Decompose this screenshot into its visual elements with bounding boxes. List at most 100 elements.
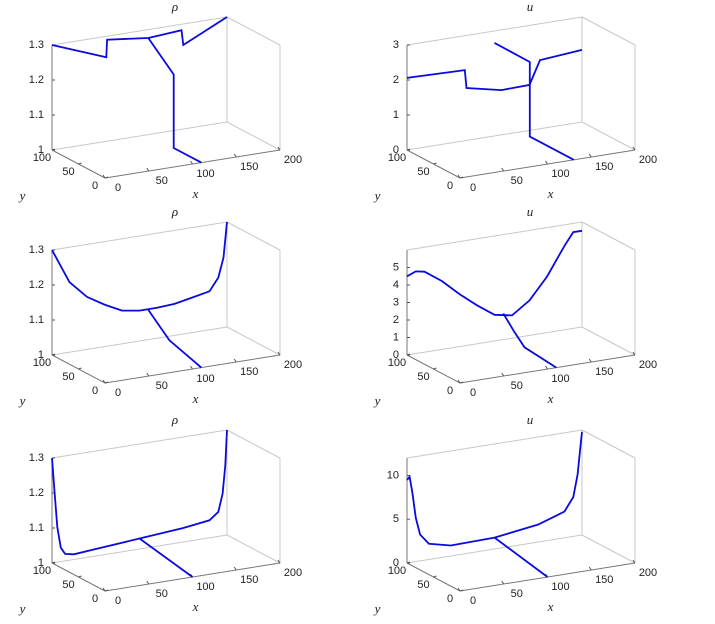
curve: [493, 536, 549, 578]
curve: [406, 49, 583, 92]
x-axis-label: x: [192, 391, 199, 406]
z-tick-label: 2: [393, 74, 399, 86]
y-tick: [78, 367, 82, 370]
chart-title: u: [527, 412, 534, 427]
x-tick-label: 0: [470, 595, 476, 607]
x-tick: [501, 167, 505, 172]
box-edge: [406, 326, 583, 356]
x-tick-label: 0: [115, 182, 121, 194]
box-edge: [581, 429, 636, 459]
curve: [51, 429, 228, 556]
y-tick-label: 50: [417, 166, 429, 178]
x-tick-label: 0: [470, 182, 476, 194]
y-tick: [433, 575, 437, 578]
x-tick-label: 50: [156, 588, 168, 600]
x-tick-label: 150: [595, 366, 613, 378]
x-tick-label: 150: [595, 574, 613, 586]
z-tick-label: 1.2: [29, 487, 44, 499]
chart-title: ρ: [171, 0, 178, 14]
box-edge: [581, 16, 636, 46]
box-edge: [226, 326, 281, 356]
y-axis-label: y: [373, 188, 381, 203]
y-tick: [459, 381, 464, 384]
x-axis-label: x: [547, 391, 554, 406]
y-tick: [78, 575, 82, 578]
x-tick: [545, 160, 548, 165]
y-tick-label: 0: [92, 180, 98, 192]
x-tick-label: 0: [115, 387, 121, 399]
x-axis-label: x: [192, 599, 199, 614]
box-edge: [581, 326, 636, 356]
z-tick-label: 1.2: [29, 74, 44, 86]
x-tick: [146, 167, 150, 172]
box-edge: [51, 326, 228, 356]
z-tick-label: 1.3: [29, 452, 44, 464]
y-tick-label: 50: [62, 371, 74, 383]
x-tick: [632, 559, 636, 564]
x-tick: [102, 174, 106, 179]
z-tick-label: 1.3: [29, 244, 44, 256]
y-axis-label: y: [18, 601, 26, 616]
z-tick-label: 5: [393, 261, 399, 273]
box-edge: [226, 121, 281, 151]
x-tick-label: 50: [511, 175, 523, 187]
z-tick-label: 1: [38, 349, 44, 361]
box-edge: [51, 121, 228, 151]
x-tick: [102, 587, 106, 592]
y-tick: [433, 367, 437, 370]
x-tick: [588, 566, 592, 571]
x-tick: [501, 580, 505, 585]
z-tick-label: 1: [393, 109, 399, 121]
y-axis-label: y: [373, 601, 381, 616]
z-tick-label: 0: [393, 349, 399, 361]
box-edge: [406, 221, 583, 251]
y-tick-label: 0: [92, 385, 98, 397]
x-tick: [233, 153, 237, 158]
z-tick-label: 1: [38, 557, 44, 569]
x-tick-label: 50: [156, 380, 168, 392]
box-edge: [51, 16, 228, 46]
x-tick: [457, 379, 461, 384]
box-edge: [51, 534, 228, 564]
box-edge: [581, 534, 636, 564]
z-tick-label: 3: [393, 296, 399, 308]
x-tick-label: 0: [115, 595, 121, 607]
y-tick-label: 100: [33, 152, 51, 164]
y-tick-label: 50: [417, 579, 429, 591]
x-tick-label: 200: [639, 359, 657, 371]
box-edge: [406, 121, 583, 151]
z-tick-label: 5: [393, 513, 399, 525]
y-axis-label: y: [18, 393, 26, 408]
y-tick: [104, 589, 109, 592]
z-tick-label: 1.3: [29, 39, 44, 51]
x-tick-label: 100: [551, 373, 569, 385]
y-tick-label: 0: [92, 593, 98, 605]
x-tick: [146, 580, 150, 585]
y-tick: [104, 176, 109, 179]
x-tick-label: 150: [240, 161, 258, 173]
x-tick-label: 50: [511, 380, 523, 392]
z-tick-label: 1: [393, 331, 399, 343]
x-tick-label: 100: [196, 168, 214, 180]
box-edge: [226, 429, 281, 459]
box-edge: [406, 534, 583, 564]
y-tick-label: 50: [62, 166, 74, 178]
y-tick-label: 100: [388, 357, 406, 369]
box-edge: [226, 16, 281, 46]
x-tick-label: 50: [156, 175, 168, 187]
x-axis-label: x: [547, 599, 554, 614]
box-edge: [406, 16, 583, 46]
z-tick-label: 1.2: [29, 279, 44, 291]
x-tick-label: 150: [240, 574, 258, 586]
x-tick: [501, 372, 505, 377]
z-tick-label: 1.1: [29, 314, 44, 326]
y-axis-label: y: [18, 188, 26, 203]
box-edge: [581, 121, 636, 151]
x-tick: [588, 153, 592, 158]
y-tick: [78, 162, 82, 165]
y-tick-label: 0: [447, 385, 453, 397]
box-edge: [226, 534, 281, 564]
curve: [406, 431, 583, 547]
z-tick-label: 1.1: [29, 109, 44, 121]
